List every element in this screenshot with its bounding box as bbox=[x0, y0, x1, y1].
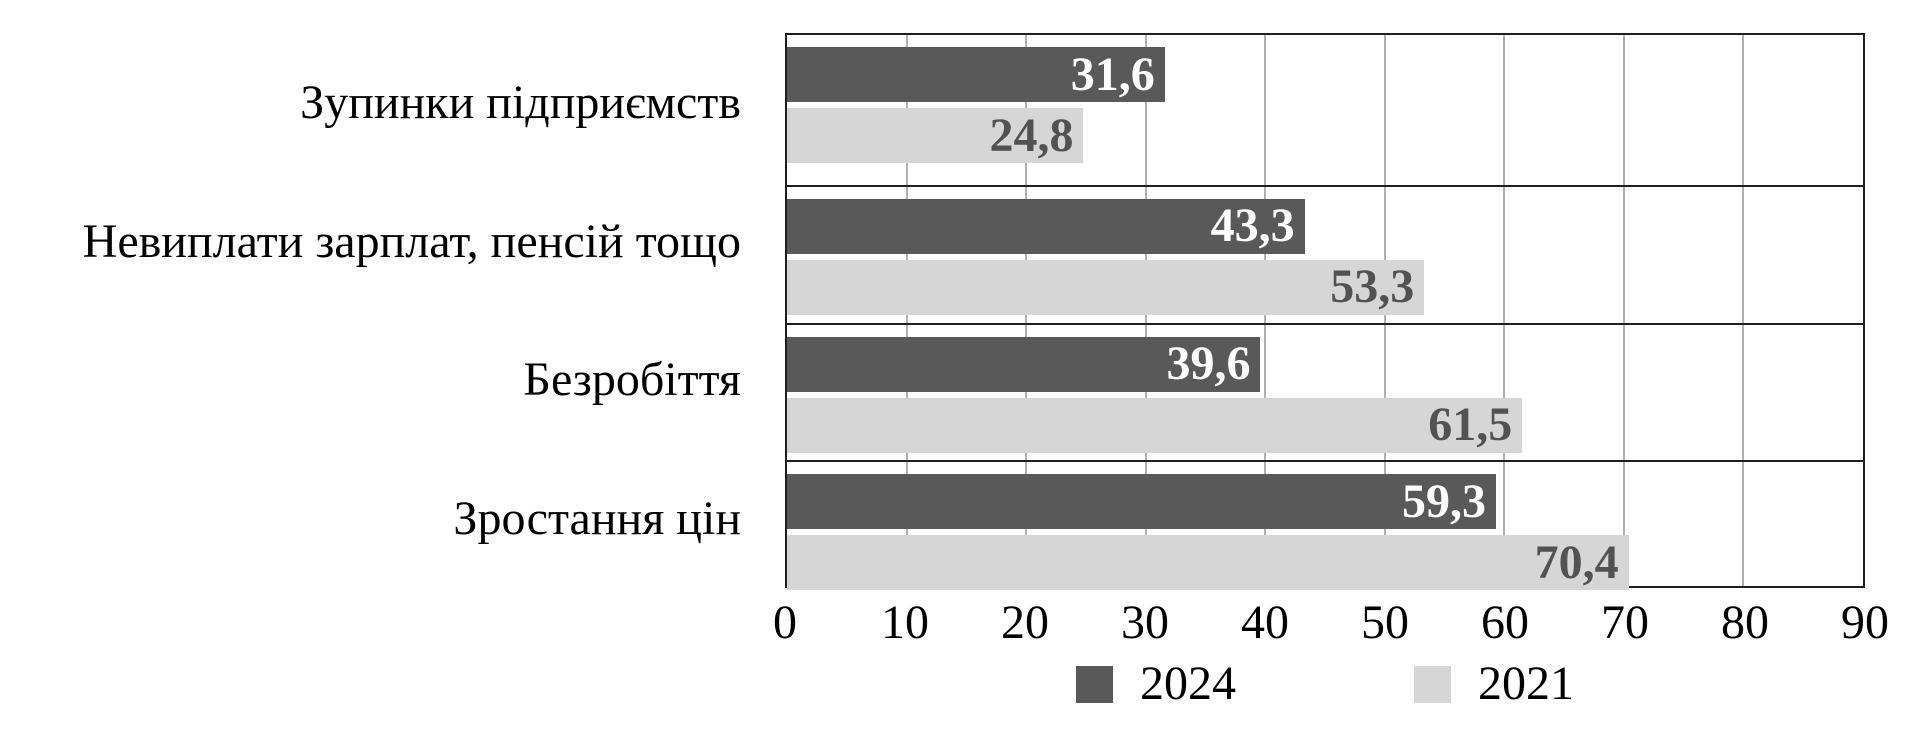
bar-value-label: 53,3 bbox=[1330, 260, 1415, 314]
category-row: 59,3 70,4 bbox=[787, 460, 1863, 598]
category-label: Безробіття bbox=[523, 353, 741, 407]
bar-2024-0: 31,6 bbox=[787, 47, 1165, 102]
category-label: Невиплати зарплат, пенсій тощо bbox=[82, 214, 741, 268]
legend-item-2024: 2024 bbox=[1076, 660, 1236, 708]
legend-item-2021: 2021 bbox=[1414, 660, 1574, 708]
legend-label: 2021 bbox=[1478, 657, 1574, 710]
category-axis: Зупинки підприємств Невиплати зарплат, пе… bbox=[0, 33, 763, 588]
x-tick-label: 60 bbox=[1481, 596, 1529, 649]
category-row: 39,6 61,5 bbox=[787, 322, 1863, 461]
vertical-gridline bbox=[1503, 35, 1506, 586]
bar-2024-3: 59,3 bbox=[787, 474, 1496, 530]
bar-value-label: 39,6 bbox=[1166, 337, 1251, 390]
bar-value-label: 24,8 bbox=[989, 108, 1074, 162]
x-tick-label: 10 bbox=[881, 596, 929, 649]
x-tick-label: 40 bbox=[1241, 596, 1289, 649]
category-row: 31,6 24,8 bbox=[787, 47, 1863, 185]
x-tick-label: 20 bbox=[1001, 596, 1049, 649]
bar-2021-2: 61,5 bbox=[787, 397, 1523, 453]
x-tick-label: 70 bbox=[1601, 596, 1649, 649]
category-label: Зупинки підприємств bbox=[300, 75, 741, 129]
bar-2024-2: 39,6 bbox=[787, 336, 1261, 392]
vertical-gridline bbox=[1622, 35, 1625, 586]
category-label: Зростання цін bbox=[453, 492, 741, 546]
plot-area: 31,6 24,8 43,3 53,3 39,6 61,5 59,3 70,4 bbox=[785, 33, 1865, 591]
legend-label: 2024 bbox=[1140, 657, 1236, 710]
bar-2024-1: 43,3 bbox=[787, 198, 1305, 254]
x-tick-label: 0 bbox=[773, 596, 797, 649]
legend-swatch-icon bbox=[1076, 665, 1113, 703]
x-tick-label: 90 bbox=[1841, 596, 1889, 649]
bar-2021-0: 24,8 bbox=[787, 108, 1084, 163]
category-row: 43,3 53,3 bbox=[787, 184, 1863, 323]
bar-value-label: 61,5 bbox=[1428, 398, 1513, 451]
bar-value-label: 70,4 bbox=[1534, 535, 1619, 589]
bar-value-label: 59,3 bbox=[1401, 474, 1486, 528]
bar-value-label: 31,6 bbox=[1070, 47, 1155, 101]
x-tick-label: 80 bbox=[1721, 596, 1769, 649]
x-axis: 0 10 20 30 40 50 60 70 80 90 bbox=[773, 596, 1889, 650]
x-tick-label: 50 bbox=[1361, 596, 1409, 649]
x-tick-label: 30 bbox=[1121, 596, 1169, 649]
legend-swatch-icon bbox=[1414, 665, 1451, 703]
legend: 2024 2021 bbox=[785, 660, 1865, 708]
vertical-gridline bbox=[1742, 35, 1745, 586]
bar-2021-1: 53,3 bbox=[787, 259, 1425, 315]
bar-value-label: 43,3 bbox=[1210, 199, 1295, 253]
bar-2021-3: 70,4 bbox=[787, 535, 1629, 591]
